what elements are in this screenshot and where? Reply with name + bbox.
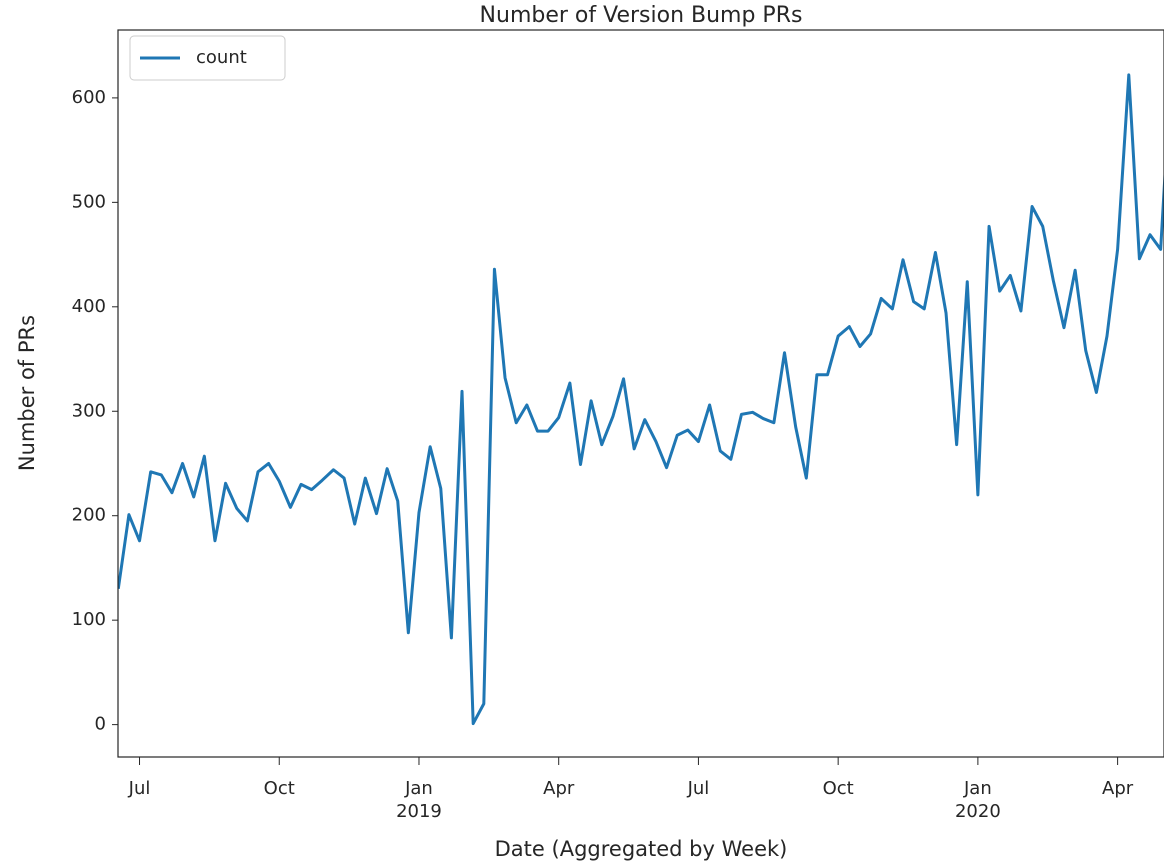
chart-title: Number of Version Bump PRs [480, 3, 803, 28]
y-tick-label: 0 [95, 714, 106, 735]
y-tick-label: 400 [72, 296, 106, 317]
x-tick-label: Apr [1102, 778, 1134, 799]
y-tick-label: 100 [72, 609, 106, 630]
y-tick-label: 200 [72, 505, 106, 526]
legend: count [129, 35, 286, 81]
y-tick-label: 500 [72, 191, 106, 212]
x-year-label: 2020 [955, 801, 1001, 822]
x-tick-label: Jul [128, 778, 151, 799]
x-tick-label: Jan [963, 778, 992, 799]
y-tick-label: 600 [72, 87, 106, 108]
y-axis-label: Number of PRs [15, 315, 39, 471]
x-tick-label: Jan [404, 778, 433, 799]
y-tick-label: 300 [72, 400, 106, 421]
x-tick-label: Jul [687, 778, 710, 799]
x-tick-label: Apr [543, 778, 575, 799]
plot-frame [117, 29, 1164, 758]
data-line [118, 73, 1164, 726]
x-tick-label: Oct [264, 778, 295, 799]
x-axis-label: Date (Aggregated by Week) [495, 837, 788, 861]
legend-box [129, 35, 286, 81]
x-year-label: 2019 [396, 801, 442, 822]
x-tick-label: Oct [823, 778, 854, 799]
legend-label: count [196, 47, 247, 68]
